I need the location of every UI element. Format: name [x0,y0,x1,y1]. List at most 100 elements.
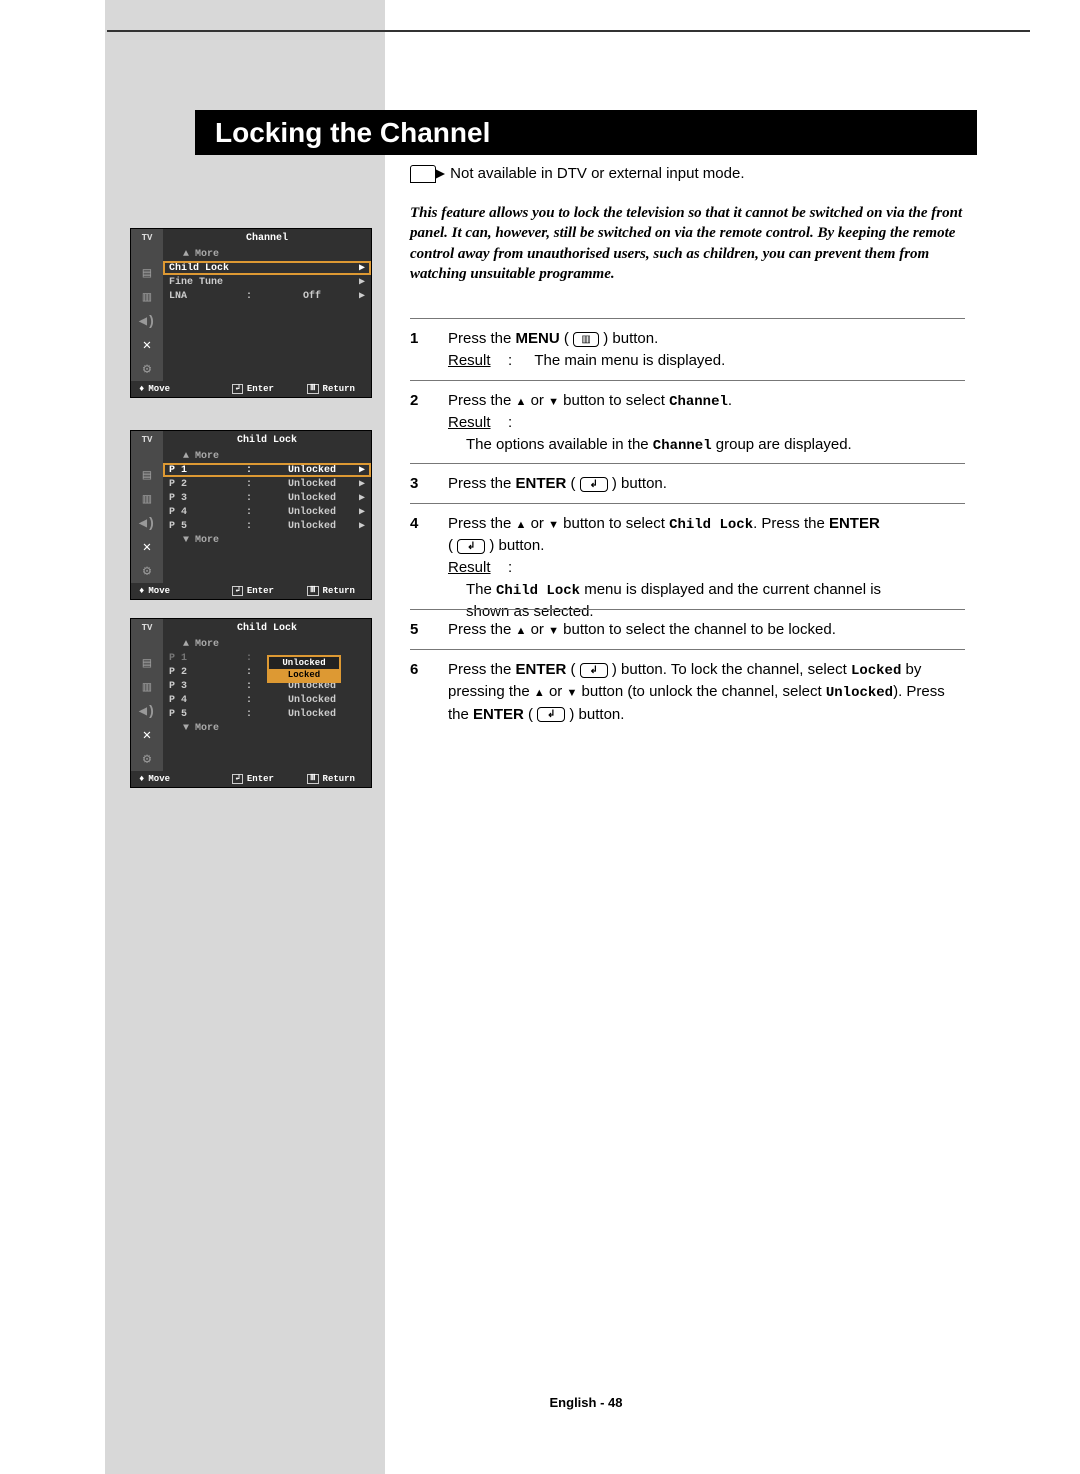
text: Press the [448,515,516,532]
enter-word: ENTER [473,706,524,723]
text: button. [608,330,658,347]
text: button to select [559,392,669,409]
enter-button-icon [580,477,608,492]
note-pointer-icon [410,165,436,183]
result-label: Result [448,350,508,372]
childlock-word: Child Lock [669,517,753,533]
picture-icon: ▥ [131,285,163,309]
divider [410,318,965,319]
text: button to select [559,515,669,532]
menu-word: MENU [516,330,560,347]
value: Off [259,291,365,302]
text: Press the [448,330,516,347]
move-label: Move [148,774,170,784]
step-number: 4 [410,513,418,535]
step-5: 5 Press the or button to select the chan… [410,619,965,641]
osd-icon-rail: ▤ ▥ ◀) ✕ ⚙ [131,247,163,381]
text: or [526,515,548,532]
return-label: Return [323,586,355,596]
sound-icon: ◀) [131,309,163,333]
setup-icon: ⚙ [131,747,163,771]
value: Unlocked [259,695,365,706]
enter-button-icon [457,539,485,554]
osd-footer: ♦Move ↲Enter ⅢReturn [131,583,371,599]
osd-title: Child Lock [163,619,371,637]
channel-word: Channel [653,438,712,454]
result-text: The Child Lock menu is displayed and the… [466,579,906,623]
label: Fine Tune [169,277,239,288]
divider [410,609,965,610]
osd-row-p4: P 4:Unlocked▶ [163,505,371,519]
more-label: More [195,535,219,546]
down-icon [548,515,559,532]
osd-row-p3: P 3:Unlocked▶ [163,491,371,505]
text: button. [574,706,624,723]
osd-title: Child Lock [163,431,371,449]
osd-row-finetune: Fine Tune▶ [163,275,371,289]
move-label: Move [148,586,170,596]
text: button. To lock the channel, select [617,661,851,678]
picture-icon: ▥ [131,487,163,511]
label: P 4 [169,695,239,706]
step-number: 3 [410,473,418,495]
popup-option-locked: Locked [269,669,339,681]
osd-more-down: ▼More [163,721,371,735]
value: Unlocked [259,507,365,518]
note-text: Not available in DTV or external input m… [450,165,744,182]
arrow-icon: ▶ [359,464,365,476]
text: button to select the channel to be locke… [559,621,836,638]
step-3: 3 Press the ENTER ( ) button. [410,473,965,495]
text: . [728,392,732,409]
text: The [466,581,496,598]
osd-row-p4: P 4:Unlocked [163,693,371,707]
input-icon: ▤ [131,261,163,285]
divider [410,463,965,464]
osd-more-up: ▲More [163,449,371,463]
arrow-icon: ▶ [359,290,365,302]
page-number: English - 48 [195,1395,977,1410]
osd-icon-rail: ▤ ▥ ◀) ✕ ⚙ [131,637,163,771]
text: button (to unlock the channel, select [577,683,826,700]
arrow-icon: ▶ [359,478,365,490]
value: Unlocked [259,493,365,504]
label: LNA [169,291,239,302]
enter-label: Enter [247,384,274,394]
arrow-icon: ▶ [359,492,365,504]
setup-icon: ⚙ [131,357,163,381]
osd-row-empty [163,345,371,359]
osd-tv-label: TV [131,619,163,637]
text: Press the [448,392,516,409]
osd-row-p5: P 5:Unlocked [163,707,371,721]
picture-icon: ▥ [131,675,163,699]
divider [410,380,965,381]
osd-icon-rail: ▤ ▥ ◀) ✕ ⚙ [131,449,163,583]
osd-row-p5: P 5:Unlocked▶ [163,519,371,533]
up-icon [516,515,527,532]
channel-icon: ✕ [131,535,163,559]
enter-word: ENTER [516,475,567,492]
osd-childlock-popup: TV Child Lock ▤ ▥ ◀) ✕ ⚙ ▲More P 1: P 2:… [130,618,372,788]
return-label: Return [323,384,355,394]
enter-label: Enter [247,774,274,784]
return-label: Return [323,774,355,784]
label: P 5 [169,709,239,720]
label: P 3 [169,493,239,504]
more-label: More [195,249,219,260]
input-icon: ▤ [131,651,163,675]
result-label: Result [448,557,508,579]
enter-label: Enter [247,586,274,596]
value: Unlocked [259,465,365,476]
enter-word: ENTER [829,515,880,532]
setup-icon: ⚙ [131,559,163,583]
more-label: More [195,723,219,734]
label: P 1 [169,653,239,664]
up-icon [534,683,545,700]
osd-row-lna: LNA:Off▶ [163,289,371,303]
step-number: 6 [410,659,418,681]
text: Press the [448,661,516,678]
up-icon [516,392,527,409]
input-icon: ▤ [131,463,163,487]
more-label: More [195,451,219,462]
label: P 3 [169,681,239,692]
step-6: 6 Press the ENTER ( ) button. To lock th… [410,659,965,725]
